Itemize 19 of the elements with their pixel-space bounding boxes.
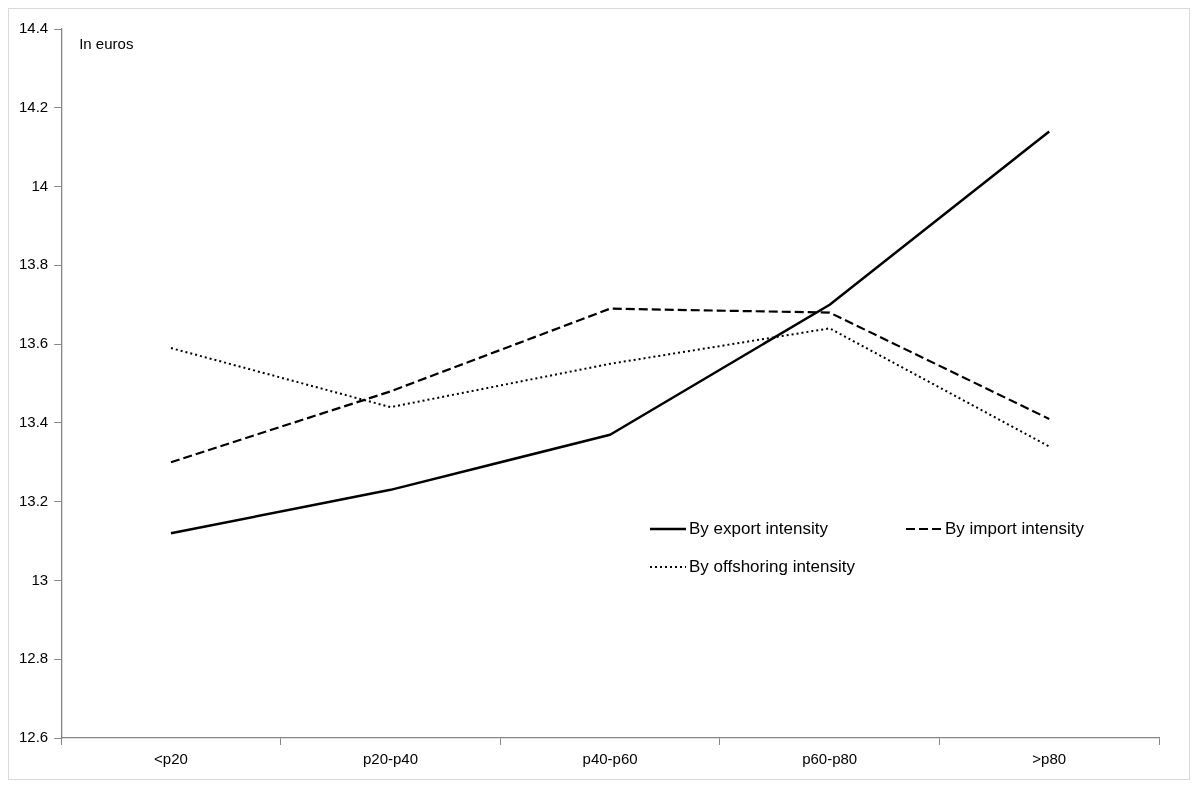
y-tick-label: 13.4 bbox=[18, 413, 49, 431]
y-tick-label: 13.8 bbox=[18, 255, 49, 273]
x-tick-label: p60-p80 bbox=[802, 750, 858, 768]
y-axis-title: In euros bbox=[79, 34, 134, 52]
legend-label: By import intensity bbox=[945, 519, 1084, 539]
y-tick-label: 12.8 bbox=[18, 649, 49, 667]
y-tick-label: 13.2 bbox=[18, 491, 49, 509]
legend-label: By offshoring intensity bbox=[689, 557, 855, 577]
legend-label: By export intensity bbox=[689, 519, 828, 539]
y-tick-label: 13.6 bbox=[18, 334, 49, 352]
x-tick-label: p40-p60 bbox=[582, 750, 638, 768]
x-tick-label: >p80 bbox=[1032, 750, 1067, 768]
x-tick-label: <p20 bbox=[154, 750, 188, 768]
y-tick-label: 14 bbox=[31, 176, 49, 194]
y-tick-label: 13 bbox=[31, 570, 49, 588]
x-tick-label: p20-p40 bbox=[363, 750, 419, 768]
y-tick-label: 14.2 bbox=[18, 97, 49, 115]
y-tick-label: 14.4 bbox=[18, 19, 49, 37]
y-tick-label: 12.6 bbox=[18, 728, 49, 746]
